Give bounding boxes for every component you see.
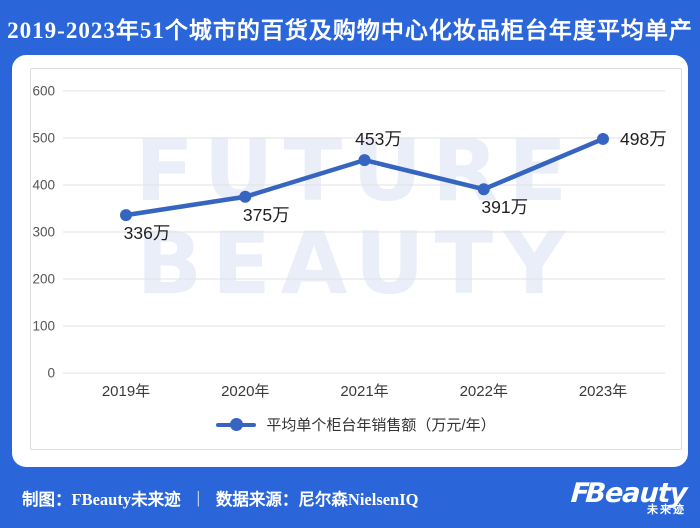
x-axis-tick-label: 2022年 bbox=[460, 383, 508, 400]
title-bar: 2019-2023年51个城市的百货及购物中心化妆品柜台年度平均单产 bbox=[0, 0, 700, 55]
y-axis-tick-label: 100 bbox=[32, 319, 55, 334]
data-point-label: 498万 bbox=[620, 129, 667, 149]
data-point bbox=[120, 209, 132, 222]
data-point bbox=[239, 190, 252, 203]
x-axis-tick-label: 2021年 bbox=[340, 383, 388, 400]
x-axis-tick-label: 2023年 bbox=[579, 383, 627, 400]
source-text: 数据来源：尼尔森NielsenIQ bbox=[215, 489, 419, 509]
fbeauty-logo: FBeauty 未来迹 bbox=[570, 478, 700, 516]
data-point bbox=[358, 154, 371, 167]
logo-subtext: 未来迹 bbox=[647, 503, 686, 516]
data-point-label: 391万 bbox=[481, 197, 528, 217]
legend-dot-icon bbox=[230, 418, 244, 431]
y-axis-tick-label: 200 bbox=[32, 272, 55, 287]
x-axis-tick-label: 2020年 bbox=[221, 383, 269, 400]
x-axis-tick-label: 2019年 bbox=[102, 383, 150, 400]
data-point bbox=[597, 132, 609, 145]
chart-legend: 平均单个柜台年销售额（万元/年） bbox=[31, 414, 681, 435]
y-axis-tick-label: 500 bbox=[32, 131, 55, 146]
logo-text: Beauty bbox=[584, 478, 688, 509]
data-point-label: 375万 bbox=[243, 205, 290, 225]
chart-frame: FUTURE BEAUTY 0 100 200 300 400 500 600 2019年 20… bbox=[30, 68, 682, 450]
y-axis-tick-label: 400 bbox=[32, 178, 55, 193]
data-point bbox=[477, 183, 490, 196]
legend-label: 平均单个柜台年销售额（万元/年） bbox=[266, 417, 496, 434]
chart-card: FUTURE BEAUTY 0 100 200 300 400 500 600 2019年 20… bbox=[12, 55, 688, 467]
footer-bar: 制图：FBeauty未来迹 | 数据来源：尼尔森NielsenIQ FBeaut… bbox=[0, 467, 700, 528]
logo-wordmark: FBeauty bbox=[570, 478, 688, 509]
credit-text: 制图：FBeauty未来迹 bbox=[22, 489, 181, 509]
watermark-line2: BEAUTY bbox=[136, 214, 576, 314]
series-line bbox=[123, 136, 606, 218]
footer-separator: | bbox=[196, 487, 200, 507]
data-point-label: 336万 bbox=[124, 223, 171, 243]
y-axis-tick-label: 0 bbox=[47, 366, 55, 381]
y-axis-tick-label: 600 bbox=[32, 84, 55, 99]
page-title: 2019-2023年51个城市的百货及购物中心化妆品柜台年度平均单产 bbox=[7, 17, 693, 43]
y-axis-tick-label: 300 bbox=[32, 225, 55, 240]
legend-line-marker-icon bbox=[216, 418, 257, 431]
line-chart: 0 100 200 300 400 500 600 2019年 2020年 2021年 2022年 2… bbox=[32, 84, 667, 401]
footer-credits: 制图：FBeauty未来迹 | 数据来源：尼尔森NielsenIQ bbox=[0, 486, 419, 510]
data-point-label: 453万 bbox=[355, 129, 402, 149]
